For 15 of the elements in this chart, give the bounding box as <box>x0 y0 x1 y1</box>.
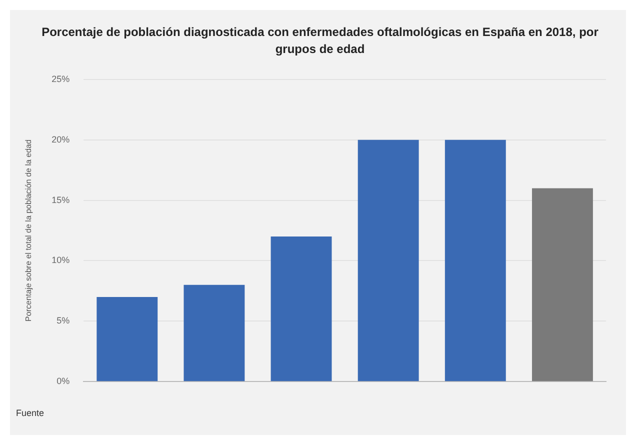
bar <box>270 236 332 382</box>
y-tick-label: 25% <box>52 74 70 84</box>
bar <box>358 140 419 382</box>
y-tick-label: 0% <box>56 376 70 386</box>
y-tick-label: 20% <box>52 134 70 144</box>
y-tick-label: 10% <box>52 255 70 266</box>
bar <box>184 284 245 382</box>
bar <box>96 296 158 382</box>
y-axis-title: Porcentaje sobre el total de la población de la edad <box>24 140 34 322</box>
text: Fuente <box>16 408 44 418</box>
y-tick-label: 15% <box>52 194 70 205</box>
bar <box>444 140 506 382</box>
y-tick-label: 5% <box>56 316 70 326</box>
bar <box>532 188 593 382</box>
chart-title: Porcentaje de población diagnosticada con enfermedades oftalmológicas en España en 2018, por grupos de edad <box>40 24 600 58</box>
